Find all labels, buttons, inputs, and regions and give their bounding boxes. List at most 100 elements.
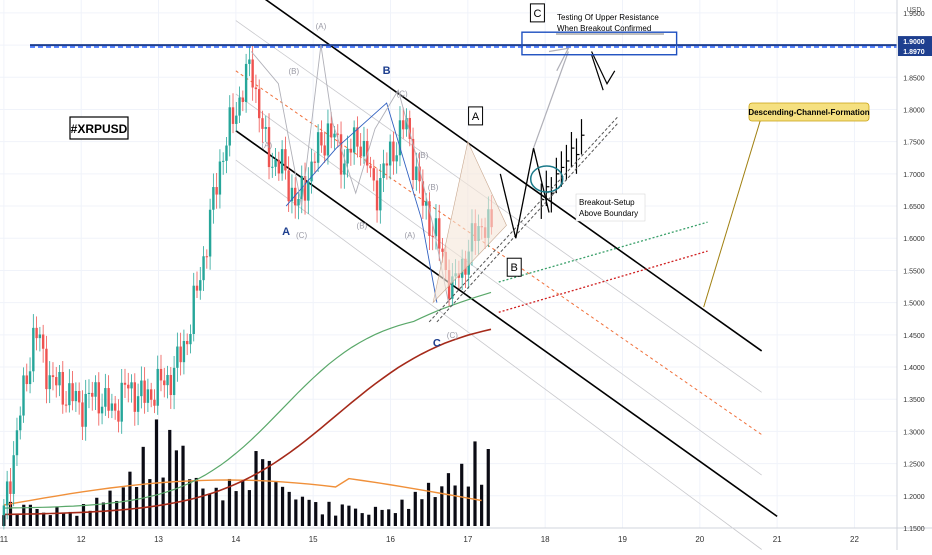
volume-bar: [141, 446, 145, 526]
x-tick-label: 12: [77, 535, 86, 544]
volume-bar: [400, 499, 404, 526]
volume-bar: [154, 419, 159, 526]
volume-bar: [168, 429, 172, 526]
wave-label: (C): [296, 231, 307, 240]
x-tick-label: 14: [231, 535, 240, 544]
volume-bar: [367, 514, 371, 526]
forecast-path: [499, 147, 550, 239]
red-ma-projection: [498, 250, 708, 313]
volume-bar: [440, 486, 444, 526]
volume-bar: [287, 491, 291, 526]
volume-bar: [227, 478, 232, 526]
candle-body: [375, 180, 379, 211]
volume-bar: [121, 487, 125, 526]
candle-body: [205, 256, 209, 258]
candle-body: [221, 160, 225, 162]
x-tick-label: 20: [695, 535, 704, 544]
green-ma-projection: [498, 221, 708, 283]
candle-body: [166, 374, 169, 386]
candle-body: [195, 285, 199, 291]
candle-body: [100, 406, 104, 414]
price-badge: [898, 46, 932, 57]
volume-bar: [453, 485, 457, 526]
support-trendline: [428, 115, 619, 323]
breakout-note-box: [575, 193, 646, 222]
candle-body: [241, 97, 245, 102]
y-tick-label: 1.5000: [903, 301, 925, 308]
candle-body: [251, 59, 254, 88]
volume-bar: [148, 479, 152, 526]
candle-body: [22, 375, 25, 416]
target-arrowhead: [548, 47, 570, 72]
candle-body: [107, 388, 110, 411]
x-tick-label: 13: [154, 535, 163, 544]
candle-body: [434, 218, 438, 237]
wave-path-gray: [250, 45, 449, 303]
candle-body: [25, 375, 28, 385]
channel-lower-line: [235, 130, 778, 518]
candle-body: [32, 327, 35, 372]
candle-body: [123, 382, 127, 385]
candle-body: [290, 187, 294, 202]
volume-bar: [22, 504, 26, 526]
x-tick-label: 17: [463, 535, 472, 544]
wave-labels: #XRPUSD A B C (A) (B) (C) (A) (B) (C) (B) (A) (B) (C)…: [69, 3, 545, 349]
y-tick-label: 1.3000: [903, 429, 925, 436]
volume-bar: [307, 499, 311, 526]
candle-body: [189, 334, 192, 345]
volume-bar: [360, 513, 364, 526]
candle-body: [61, 372, 64, 405]
y-tick-label: 1.2000: [903, 494, 925, 501]
candle-body: [418, 166, 421, 182]
candle-body: [2, 505, 6, 516]
candle-body: [176, 346, 179, 368]
candle-body: [156, 368, 159, 406]
wave-label: (A): [316, 22, 327, 31]
channel-label-box: [748, 102, 870, 122]
volume-bar: [207, 493, 212, 526]
candle-body: [431, 235, 434, 237]
candle-body: [218, 161, 222, 195]
candle-body: [303, 175, 307, 201]
candle-body: [287, 170, 290, 202]
green-ma-line: [3, 291, 492, 509]
candle-body: [359, 146, 362, 157]
volume-bar: [68, 511, 72, 526]
channel-guide-line: [235, 20, 762, 393]
volume-bar: [473, 441, 477, 526]
boxed-wave-label: B: [511, 262, 518, 274]
target-projection: [532, 51, 569, 149]
volume-bar: [234, 491, 238, 526]
y-tick-label: 1.9500: [903, 11, 925, 18]
volume-bar: [373, 506, 378, 526]
candle-body: [356, 127, 359, 147]
candle-body: [140, 380, 143, 397]
candle-body: [421, 181, 425, 206]
breakout-note-line: Above Boundary: [579, 209, 638, 218]
candle-body: [35, 327, 38, 339]
candle-body: [104, 388, 107, 407]
wave-label: (B): [428, 183, 439, 192]
channel-label: Descending-Channel-Formation: [748, 108, 869, 117]
candle-body: [146, 389, 150, 403]
volume-bar: [413, 491, 417, 526]
wave-label: (C): [397, 90, 408, 99]
x-tick-label: 16: [386, 535, 395, 544]
candle-body: [349, 148, 353, 153]
volume-bar: [387, 509, 391, 526]
y-tick-label: 1.8500: [903, 75, 925, 82]
candle-body: [182, 341, 186, 363]
rejection-arrow: [591, 51, 616, 85]
candle-body: [267, 127, 271, 168]
grid: [0, 0, 897, 529]
volume-bar: [194, 477, 198, 526]
price-badge-label: 1.9000: [903, 39, 925, 46]
red-ma-line: [3, 328, 492, 516]
volume-bar: [294, 499, 298, 526]
callout-line: [703, 115, 763, 308]
candle-body: [428, 201, 431, 236]
volume-bar: [108, 490, 112, 526]
volume-bar: [134, 486, 139, 526]
